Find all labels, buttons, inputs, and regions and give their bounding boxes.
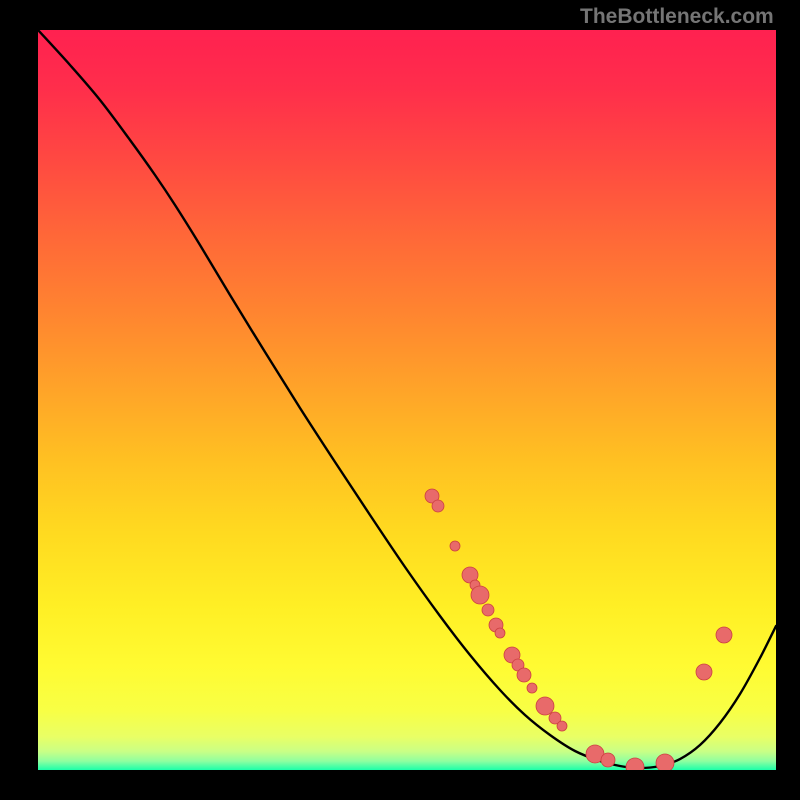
plot-area bbox=[38, 30, 776, 770]
data-marker bbox=[601, 753, 615, 767]
chart-container: TheBottleneck.com bbox=[0, 0, 800, 800]
data-marker bbox=[527, 683, 537, 693]
data-marker bbox=[517, 668, 531, 682]
data-marker bbox=[656, 754, 674, 772]
chart-svg bbox=[0, 0, 800, 800]
watermark-text: TheBottleneck.com bbox=[580, 5, 774, 29]
data-marker bbox=[495, 628, 505, 638]
data-marker bbox=[450, 541, 460, 551]
data-marker bbox=[536, 697, 554, 715]
data-marker bbox=[432, 500, 444, 512]
data-marker bbox=[471, 586, 489, 604]
data-marker bbox=[716, 627, 732, 643]
data-marker bbox=[557, 721, 567, 731]
data-marker bbox=[696, 664, 712, 680]
data-marker bbox=[482, 604, 494, 616]
